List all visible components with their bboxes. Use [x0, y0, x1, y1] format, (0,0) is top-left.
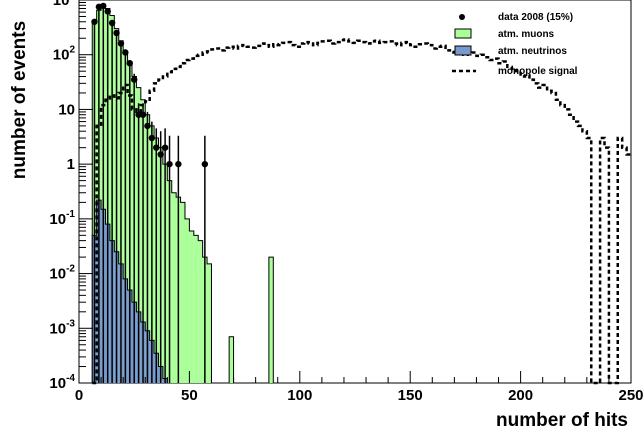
- data-point: [113, 29, 120, 37]
- x-axis-title: number of hits: [496, 410, 628, 431]
- y-tick-label: 103: [53, 0, 76, 9]
- y-tick-label: 10-4: [49, 373, 75, 392]
- y-tick-label: 10-1: [49, 209, 75, 228]
- data-point: [175, 160, 182, 168]
- histogram-bar: [268, 257, 274, 383]
- x-tick-label: 200: [508, 387, 533, 404]
- histogram-bar: [207, 263, 212, 383]
- x-tick-label: 250: [618, 387, 643, 404]
- data-point: [157, 151, 164, 158]
- histogram-bar: [193, 235, 199, 383]
- y-tick-label: 10-2: [49, 264, 75, 283]
- legend-label-neutrinos: atm. neutrinos: [498, 46, 567, 57]
- legend-swatch-neutrinos: [454, 45, 472, 56]
- data-point: [201, 160, 209, 168]
- histogram-bar: [198, 240, 203, 383]
- data-point: [135, 111, 142, 118]
- legend: data 2008 (15%) atm. muons atm. neutrino…: [452, 12, 578, 77]
- x-tick-label: 50: [181, 387, 198, 404]
- y-tick-label: 102: [53, 45, 76, 64]
- histogram-bar: [229, 336, 234, 383]
- axes-layer: 0 50 100 150 200 250 10-4 10-3 10-2 10-1 1 10 102 103: [49, 0, 644, 404]
- data-point: [104, 8, 111, 15]
- data-points-layer: [91, 2, 209, 383]
- y-tick-label: 10: [58, 101, 75, 118]
- y-tick-label: 1: [67, 156, 75, 173]
- x-tick-label: 0: [75, 387, 83, 404]
- monopole-signal-layer: [92, 38, 631, 385]
- data-point: [117, 40, 125, 47]
- data-point: [153, 144, 160, 151]
- x-tick-label: 150: [398, 387, 423, 404]
- data-point: [166, 160, 173, 168]
- legend-label-monopole: monopole signal: [498, 66, 578, 77]
- histogram-bar: [189, 230, 194, 383]
- data-point: [108, 19, 116, 27]
- data-point: [100, 2, 107, 10]
- data-point: [126, 59, 133, 67]
- y-tick-label: 10-3: [49, 318, 75, 337]
- legend-swatch-muons: [454, 28, 472, 39]
- legend-label-muons: atm. muons: [498, 29, 555, 40]
- data-point: [91, 18, 98, 25]
- data-point: [161, 144, 169, 151]
- monopole-signal-line: [92, 38, 631, 385]
- histogram-bar: [171, 192, 177, 383]
- data-point: [144, 122, 151, 130]
- y-axis-title: number of events: [9, 21, 30, 179]
- histogram-bar: [180, 202, 185, 383]
- histogram-bar: [184, 218, 190, 383]
- data-point: [122, 49, 129, 56]
- data-point: [131, 76, 138, 83]
- legend-marker-data: [459, 14, 465, 20]
- legend-label-data: data 2008 (15%): [498, 12, 573, 23]
- x-tick-label: 100: [287, 387, 312, 404]
- data-point: [139, 111, 147, 118]
- data-point: [148, 134, 156, 142]
